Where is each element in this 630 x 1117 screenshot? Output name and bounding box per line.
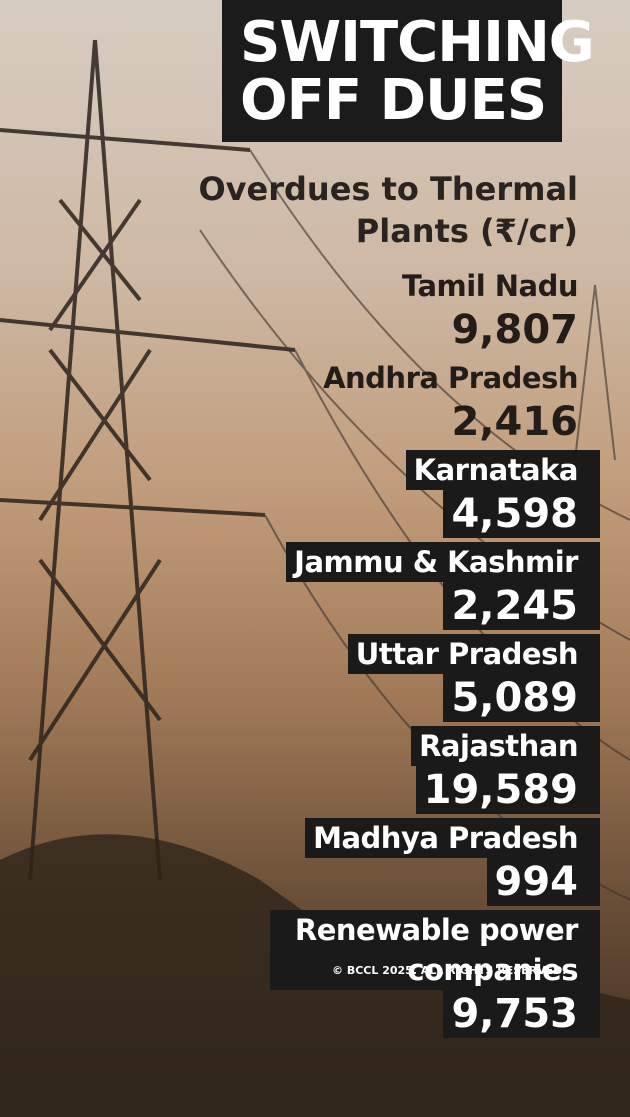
label-row: Madhya Pradesh bbox=[180, 818, 600, 858]
item-value: 9,807 bbox=[451, 307, 578, 353]
label-row: Karnataka bbox=[180, 450, 600, 490]
item-label: Rajasthan bbox=[411, 726, 600, 766]
item: Tamil Nadu 9,807 bbox=[180, 266, 600, 354]
item: Madhya Pradesh 994 bbox=[180, 818, 600, 906]
subtitle-line: Overdues to Thermal bbox=[198, 170, 578, 208]
item-label: Tamil Nadu bbox=[401, 269, 579, 303]
value-row: 2,245 bbox=[180, 582, 600, 630]
label-row: Rajasthan bbox=[180, 726, 600, 766]
item-label: Renewable power companies bbox=[270, 910, 600, 990]
item-value: 2,416 bbox=[451, 399, 578, 445]
item: Uttar Pradesh 5,089 bbox=[180, 634, 600, 722]
item-list: Tamil Nadu 9,807 Andhra Pradesh 2,416 Karnat… bbox=[180, 266, 600, 1042]
item-value: 994 bbox=[486, 858, 600, 906]
subtitle-line: Plants (₹/cr) bbox=[355, 212, 578, 250]
label-row: Jammu & Kashmir bbox=[180, 542, 600, 582]
item: Andhra Pradesh 2,416 bbox=[180, 358, 600, 446]
item-label: Madhya Pradesh bbox=[305, 818, 600, 858]
item-value: 4,598 bbox=[443, 490, 600, 538]
value-row: 9,753 bbox=[180, 990, 600, 1038]
label-row: Andhra Pradesh bbox=[180, 358, 600, 398]
item-value: 5,089 bbox=[443, 674, 600, 722]
value-row: 19,589 bbox=[180, 766, 600, 814]
item-label: Uttar Pradesh bbox=[347, 634, 600, 674]
label-row: Renewable power companies bbox=[180, 910, 600, 990]
title-box: SWITCHING OFF DUES bbox=[222, 0, 595, 142]
copyright: © BCCL 2025. ALL RIGHTS RESERVED. bbox=[332, 964, 567, 977]
subtitle: Overdues to Thermal Plants (₹/cr) bbox=[198, 168, 578, 252]
value-row: 5,089 bbox=[180, 674, 600, 722]
title-line: OFF DUES bbox=[240, 68, 547, 133]
item-value: 2,245 bbox=[443, 582, 600, 630]
value-row: 9,807 bbox=[180, 306, 600, 354]
label-row: Uttar Pradesh bbox=[180, 634, 600, 674]
item-label: Andhra Pradesh bbox=[323, 361, 578, 395]
value-row: 994 bbox=[180, 858, 600, 906]
item-value: 19,589 bbox=[415, 766, 600, 814]
value-row: 4,598 bbox=[180, 490, 600, 538]
title-line: SWITCHING bbox=[240, 10, 595, 75]
item-label: Jammu & Kashmir bbox=[286, 542, 600, 582]
item-value: 9,753 bbox=[443, 990, 600, 1038]
item: Rajasthan 19,589 bbox=[180, 726, 600, 814]
item: Renewable power companies 9,753 bbox=[180, 910, 600, 1038]
value-row: 2,416 bbox=[180, 398, 600, 446]
item: Karnataka 4,598 bbox=[180, 450, 600, 538]
item-label: Karnataka bbox=[405, 450, 600, 490]
item: Jammu & Kashmir 2,245 bbox=[180, 542, 600, 630]
label-row: Tamil Nadu bbox=[180, 266, 600, 306]
